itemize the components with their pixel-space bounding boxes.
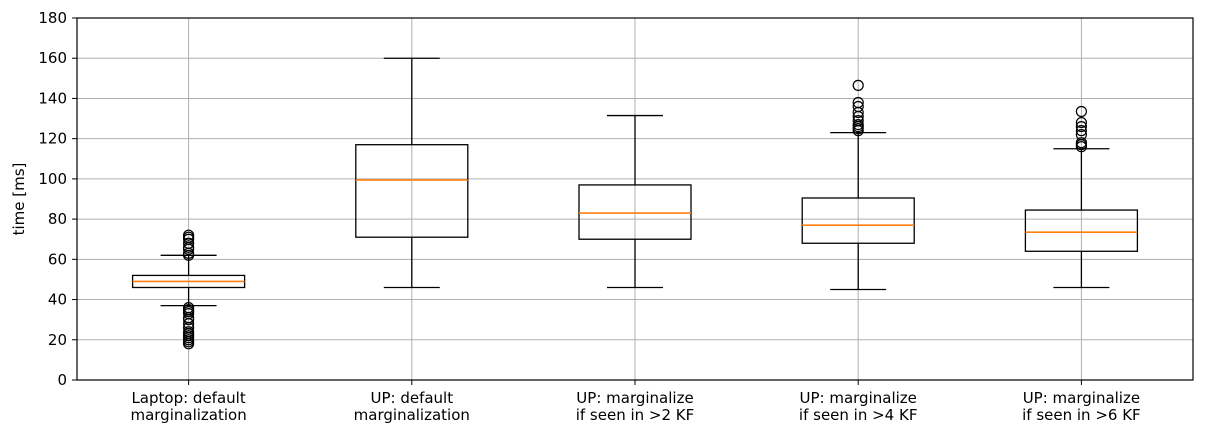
y-tick-label: 140 <box>38 89 67 107</box>
box-group <box>1024 105 1139 289</box>
x-tick-label: UP: marginalize <box>576 389 693 407</box>
outlier-point <box>183 229 195 241</box>
grid-lines <box>77 17 1193 381</box>
outlier-point <box>183 326 195 338</box>
box-series <box>131 57 1139 350</box>
y-tick-label: 120 <box>38 130 67 148</box>
outlier-point <box>183 302 195 314</box>
x-tick-label: marginalization <box>130 406 246 424</box>
x-tick-label: UP: default <box>370 389 453 407</box>
box-group <box>801 79 915 291</box>
outlier-point <box>1075 116 1088 129</box>
y-tick-label: 60 <box>48 250 67 268</box>
outlier-point <box>183 237 195 249</box>
y-tick-label: 80 <box>48 210 67 228</box>
iqr-box <box>1024 209 1139 252</box>
outlier-point <box>852 79 864 91</box>
iqr-box <box>578 184 692 240</box>
x-tick-label: UP: marginalize <box>800 389 917 407</box>
outlier-point <box>852 114 864 127</box>
y-tick-label: 0 <box>57 371 67 389</box>
x-tick-label: marginalization <box>354 406 470 424</box>
outlier-point <box>1075 125 1088 137</box>
iqr-box <box>355 144 469 238</box>
outlier-point <box>1075 137 1088 149</box>
x-tick-label: UP: marginalize <box>1023 389 1140 407</box>
outlier-point <box>852 118 864 131</box>
outlier-point <box>1075 120 1088 133</box>
outlier-point <box>1075 129 1088 141</box>
x-tick-label: if seen in >6 KF <box>1022 406 1141 424</box>
y-tick-label: 100 <box>38 170 67 188</box>
y-tick-label: 40 <box>48 291 67 309</box>
outlier-point <box>852 96 864 109</box>
y-tick-label: 180 <box>38 9 67 27</box>
outlier-point <box>852 100 864 113</box>
outlier-point <box>1075 105 1088 118</box>
iqr-box <box>801 197 915 244</box>
x-tick-label: if seen in >2 KF <box>576 406 695 424</box>
y-tick-label: 160 <box>38 49 67 67</box>
x-tick-label: Laptop: default <box>131 389 245 407</box>
y-tick-label: 20 <box>48 331 67 349</box>
y-axis-label: time [ms] <box>10 163 28 236</box>
box-group <box>355 57 469 289</box>
x-tick-label: if seen in >4 KF <box>799 406 918 424</box>
box-group <box>578 114 692 289</box>
box-group <box>131 229 246 350</box>
